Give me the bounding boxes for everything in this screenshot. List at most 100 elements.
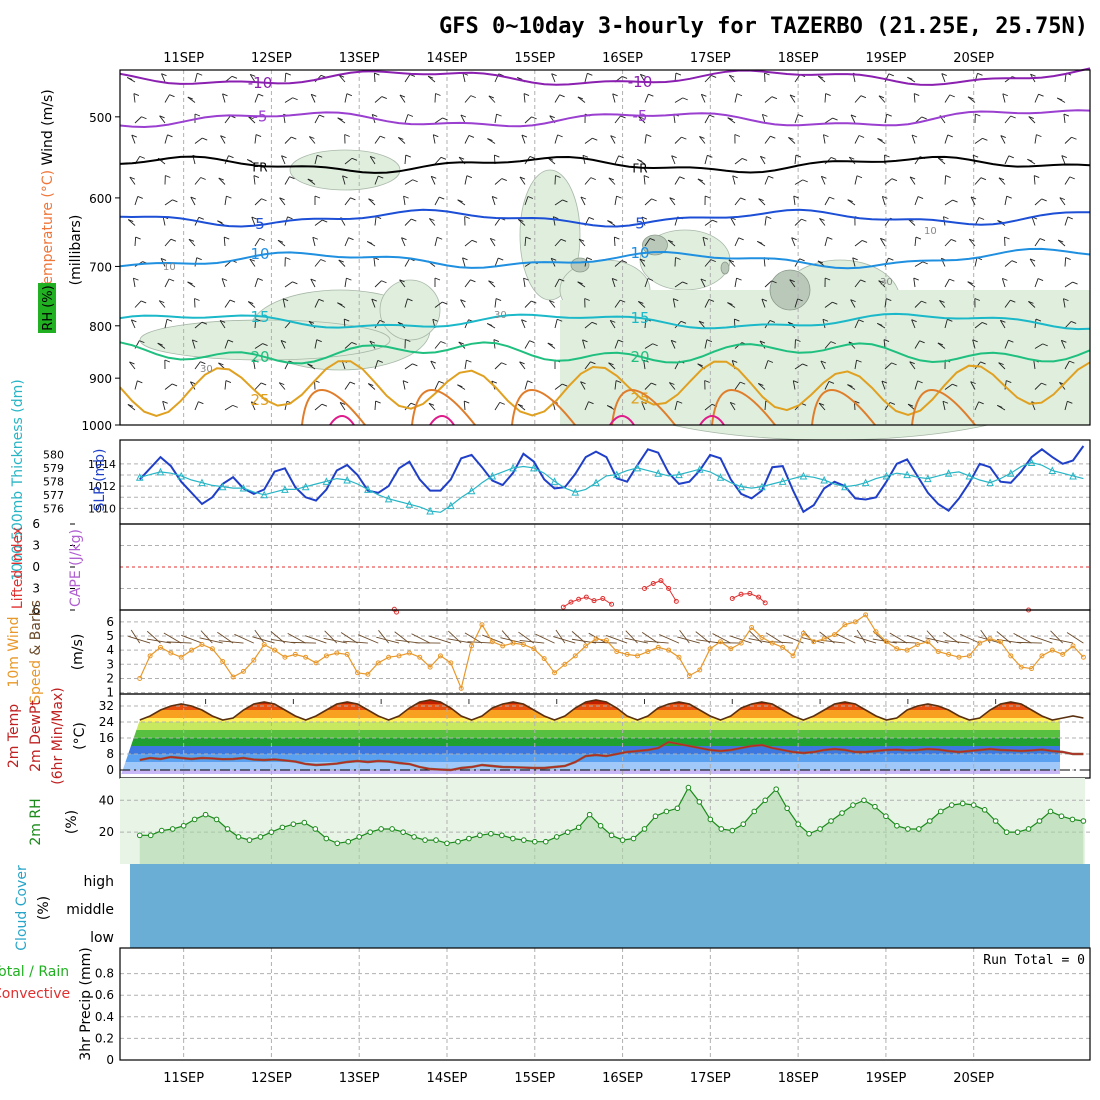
wind-barb (670, 340, 676, 349)
wind-barb (521, 319, 526, 329)
wind-barb-flag (734, 134, 741, 137)
date-label-top: 14SEP (427, 51, 468, 66)
wind-barb-flag (1002, 93, 1008, 97)
wind-barb (824, 381, 830, 390)
precip-tick-label: 0.6 (95, 988, 114, 1002)
wind-barb-flag (141, 116, 147, 120)
wind-barb-flag (797, 114, 804, 117)
rh-marker (389, 826, 395, 832)
wind-ylabel-2: Speed & Barbs (28, 600, 44, 704)
wind-barb-flag (379, 319, 385, 323)
wind-barb (524, 116, 532, 124)
wind-barb (641, 401, 646, 411)
wind-barb-flag (682, 97, 688, 101)
wind-barb-10m (643, 640, 669, 644)
wind-barb (367, 383, 376, 390)
wind-barb-flag (941, 73, 947, 77)
wind-barb (819, 218, 826, 226)
wind-barb-flag (457, 199, 463, 203)
thickness-marker (592, 478, 600, 487)
wind-barb-flag (411, 218, 417, 222)
wind-barb (614, 260, 623, 267)
wind-barb-flag (856, 359, 862, 363)
wind-speed-marker (655, 644, 661, 650)
wind-barb-flag (519, 361, 525, 365)
wind-barb (764, 400, 767, 411)
wind-barb (222, 93, 226, 103)
wind-barb (728, 74, 736, 83)
wind-barb (913, 93, 916, 103)
wind-barb-flag (704, 195, 711, 199)
wind-barb-flag (708, 298, 715, 302)
wind-barb-10m (926, 630, 939, 644)
rh-marker (630, 835, 637, 842)
lifted-index-marker (650, 580, 656, 586)
wind-barb-flag (318, 298, 324, 302)
wind-barb-flag (139, 340, 145, 344)
rh-marker (806, 830, 812, 837)
wind-barb-flag (818, 402, 825, 406)
wind-barb (1033, 360, 1036, 370)
contour-label: 5 (255, 215, 265, 233)
wind-barb (488, 280, 496, 288)
wind-barb-flag (789, 94, 796, 98)
lifted-index-marker (673, 598, 679, 604)
wind-barb-flag (559, 94, 565, 98)
wind-barb-flag (675, 257, 681, 260)
wind-barb (704, 403, 713, 411)
wind-barb-flag (187, 281, 193, 285)
rh-shade (139, 319, 391, 361)
wind-barb-flag (757, 240, 763, 244)
wind-barb-flag (706, 339, 713, 343)
wind-barb-flag (253, 175, 260, 178)
wind-barb-flag (821, 175, 827, 179)
wind-barb (824, 196, 830, 206)
temperature-contour-line (119, 341, 1091, 365)
wind-barb (820, 176, 826, 185)
wind-barb-flag (192, 339, 198, 343)
wind-barb (764, 280, 772, 288)
wind-barb-flag (847, 384, 853, 388)
wind-speed-marker (914, 642, 920, 648)
wind-barb (374, 216, 377, 226)
wind-barb (614, 196, 618, 206)
wind-barb (700, 278, 706, 288)
wind-barb (161, 73, 166, 83)
wind-barb (134, 300, 142, 308)
wind-barb (669, 197, 676, 206)
wind-barb (644, 278, 649, 288)
wind-speed-marker (137, 675, 143, 681)
thickness-marker (301, 482, 310, 491)
wind-barb (1004, 196, 1008, 206)
wind-barb-flag (498, 73, 504, 77)
wind-barb (699, 136, 706, 144)
wind-barb (1004, 380, 1007, 390)
rh-marker (290, 821, 297, 827)
wind-barb-flag (167, 134, 173, 138)
lifted-index-line (732, 592, 766, 604)
temperature-contour-line (119, 360, 1091, 417)
wind-barb-flag (402, 380, 409, 384)
wind-barb-flag (312, 236, 318, 240)
wind-barb-flag (351, 342, 357, 345)
wind-barb (164, 278, 170, 288)
wind-barb (374, 135, 381, 144)
wind-barb-flag (787, 321, 794, 325)
wind-barb-flag (1063, 113, 1070, 117)
wind-barb-flag (442, 301, 448, 305)
rh-ylabel-2: (%) (64, 810, 80, 834)
wind-barb-flag (428, 402, 435, 406)
wind-barb-flag (200, 177, 206, 180)
wind-barb-10m (980, 629, 991, 644)
wind-barb-flag (457, 384, 463, 388)
wind-barb-flag (289, 176, 295, 180)
wind-speed-marker (904, 647, 910, 653)
wind-barb (428, 218, 436, 226)
wind-barb-10m (944, 640, 970, 644)
wind-barb (551, 73, 556, 83)
rh-marker (356, 834, 363, 840)
wind-barb-flag (952, 199, 958, 203)
wind-barb (734, 278, 738, 288)
wind-barb (824, 341, 832, 349)
rh-contour-label: 10 (163, 262, 176, 273)
